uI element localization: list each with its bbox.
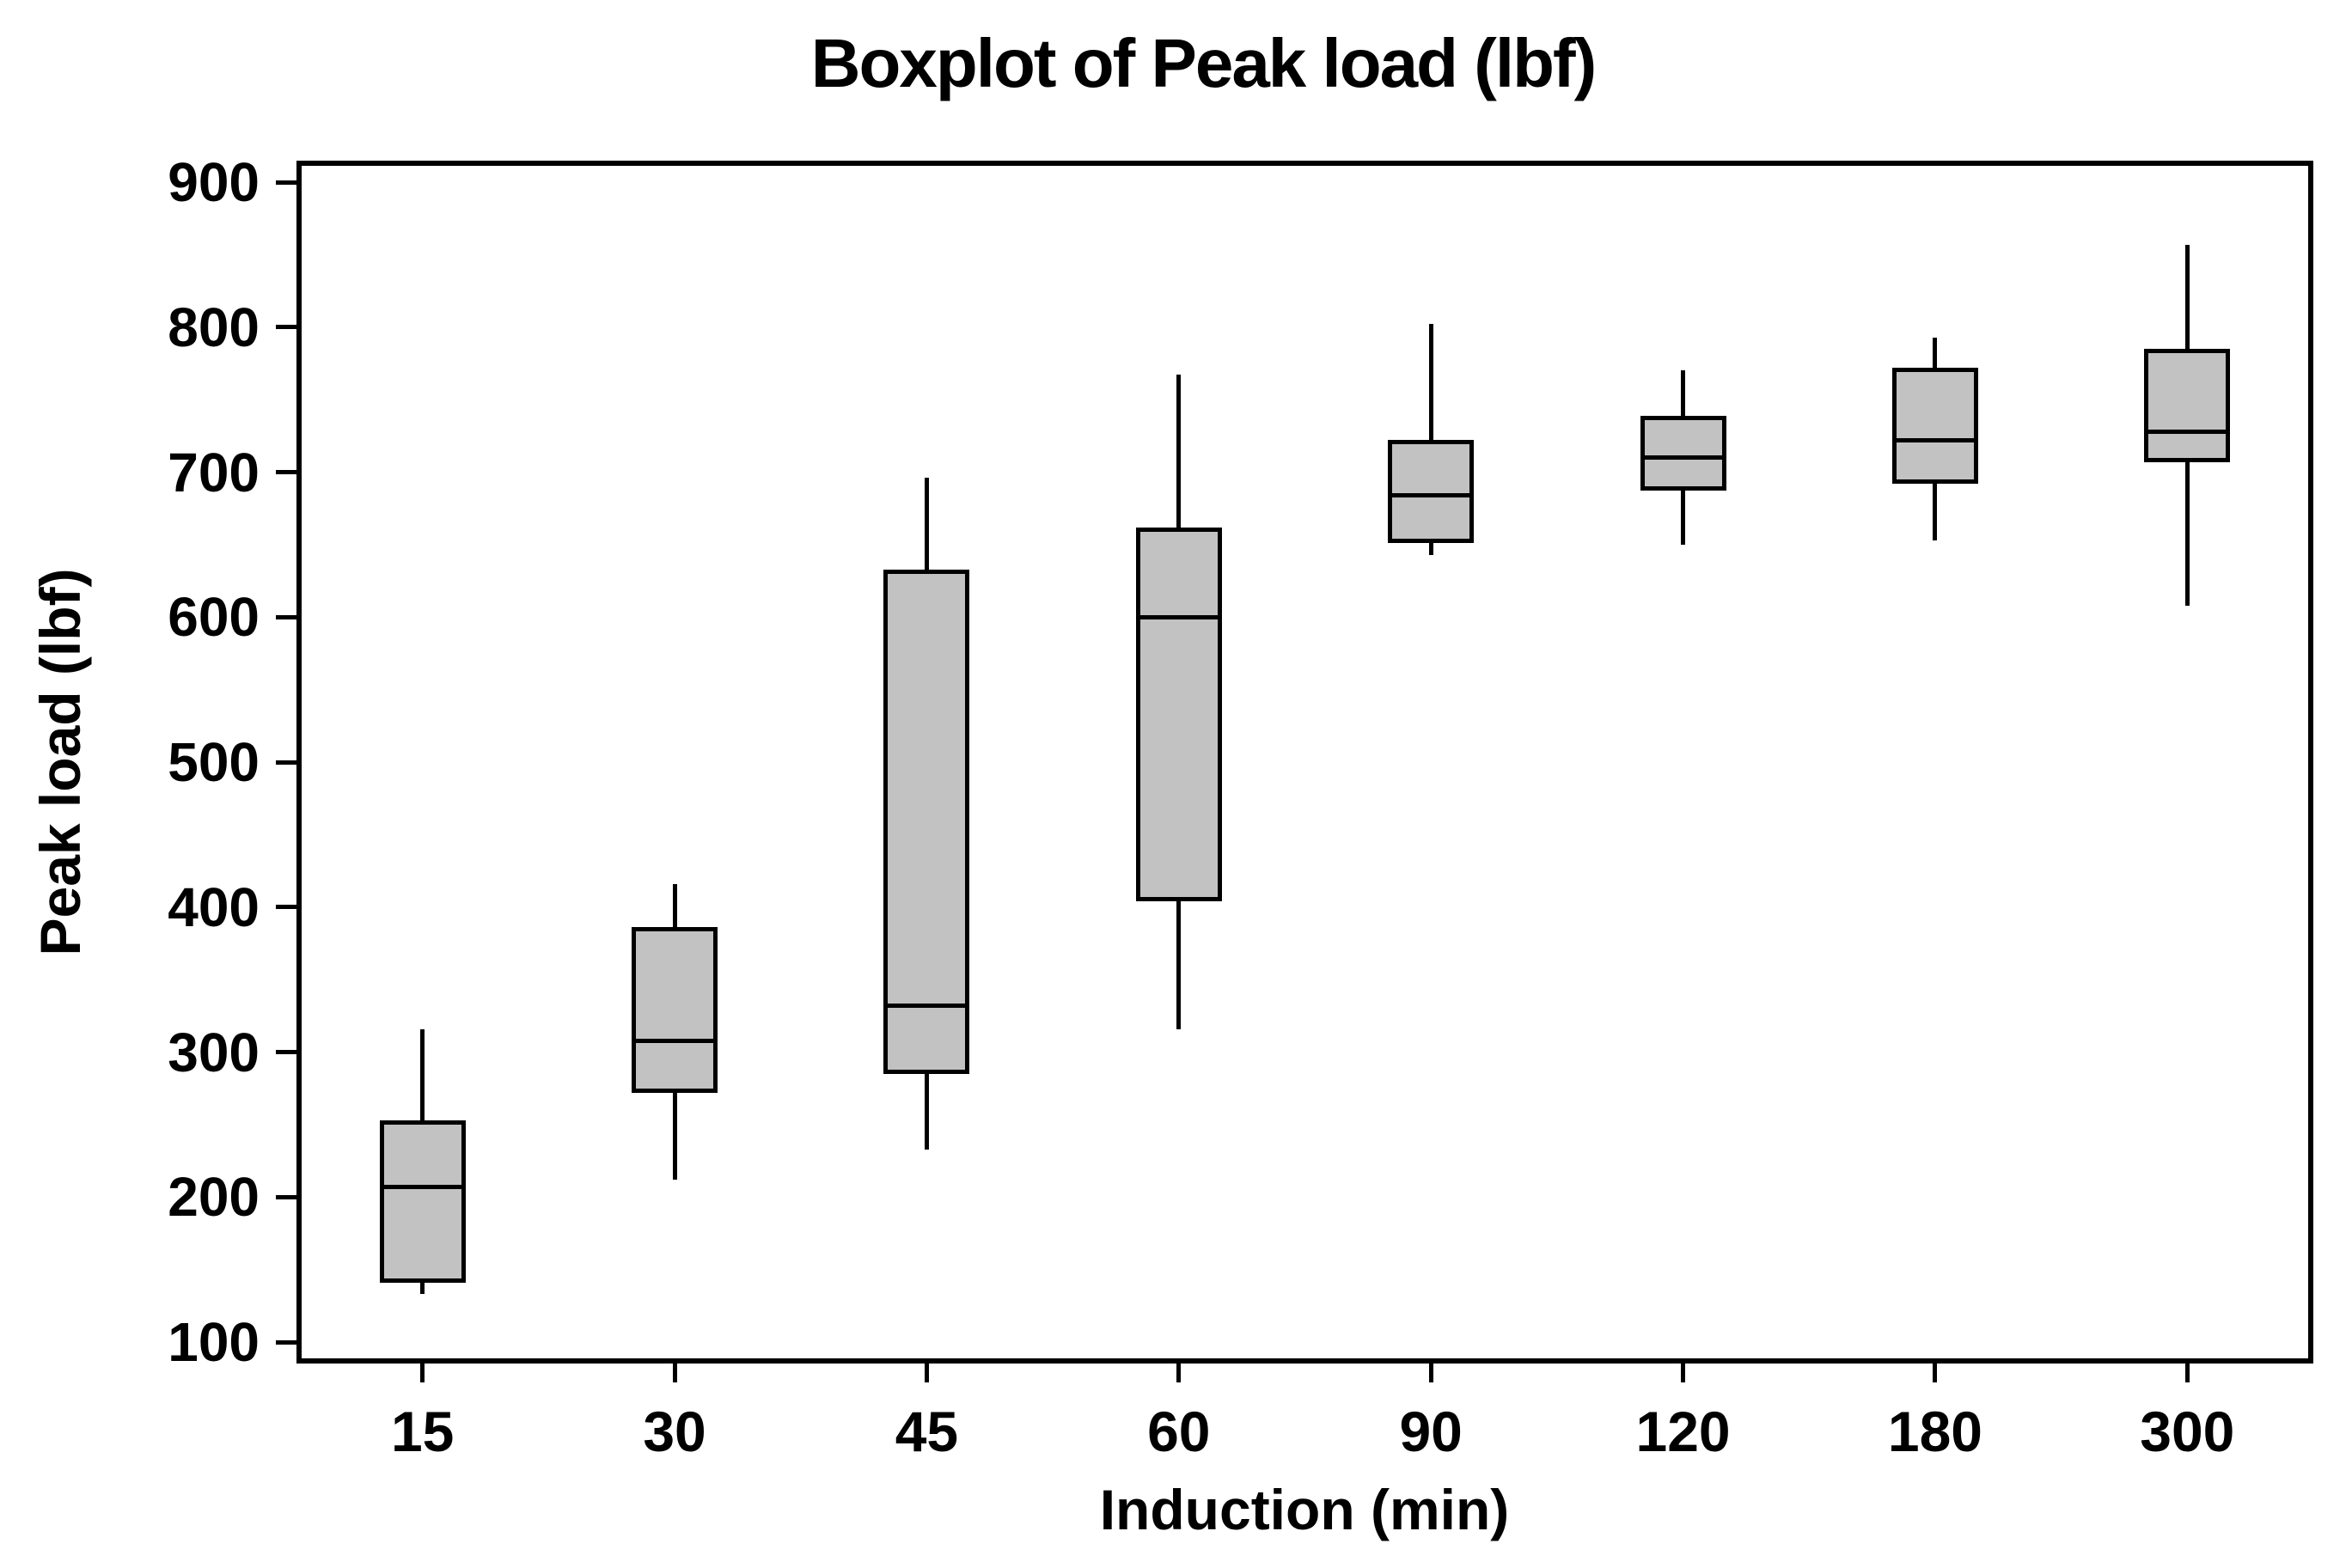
upper-whisker-60: [1176, 375, 1182, 528]
upper-whisker-15: [420, 1028, 425, 1120]
y-tick-mark: [276, 905, 296, 910]
upper-whisker-120: [1681, 370, 1686, 416]
x-tick-label: 300: [2140, 1400, 2235, 1463]
median-120: [1640, 455, 1726, 461]
upper-whisker-30: [672, 883, 677, 928]
median-180: [1891, 437, 1978, 442]
y-tick-mark: [276, 470, 296, 474]
y-tick-mark: [276, 1339, 296, 1345]
y-tick-label: 100: [168, 1311, 260, 1373]
x-tick-mark: [1176, 1364, 1182, 1382]
upper-whisker-45: [924, 478, 929, 570]
upper-whisker-300: [2184, 244, 2190, 350]
lower-whisker-60: [1176, 901, 1182, 1029]
y-tick-mark: [276, 1050, 296, 1054]
lower-whisker-30: [672, 1092, 677, 1180]
y-tick-mark: [276, 614, 296, 619]
x-tick-mark: [924, 1364, 929, 1382]
plot-frame: [296, 161, 2313, 1364]
lower-whisker-180: [1933, 484, 1938, 540]
x-tick-label: 15: [390, 1400, 455, 1463]
x-tick-label: 60: [1147, 1400, 1211, 1463]
y-tick-label: 800: [168, 296, 260, 358]
y-tick-label: 500: [168, 731, 260, 793]
lower-whisker-45: [924, 1073, 929, 1150]
box-30: [632, 927, 718, 1093]
box-120: [1640, 415, 1726, 491]
x-tick-mark: [1428, 1364, 1433, 1382]
box-45: [883, 569, 970, 1074]
box-90: [1388, 440, 1475, 544]
upper-whisker-180: [1933, 337, 1938, 368]
x-tick-label: 45: [895, 1400, 959, 1463]
y-tick-label: 300: [168, 1021, 260, 1083]
lower-whisker-90: [1428, 543, 1433, 555]
x-tick-label: 180: [1887, 1400, 1982, 1463]
y-tick-label: 400: [168, 876, 260, 938]
median-60: [1135, 614, 1222, 619]
box-300: [2144, 349, 2231, 462]
median-30: [632, 1038, 718, 1043]
box-15: [379, 1120, 466, 1283]
x-tick-mark: [1933, 1364, 1938, 1382]
x-tick-label: 120: [1635, 1400, 1731, 1463]
x-axis-title: Induction (min): [1099, 1478, 1510, 1541]
x-tick-label: 90: [1399, 1400, 1463, 1463]
x-tick-mark: [672, 1364, 677, 1382]
lower-whisker-300: [2184, 461, 2190, 606]
y-tick-mark: [276, 180, 296, 185]
median-45: [883, 1004, 970, 1008]
upper-whisker-90: [1428, 324, 1433, 441]
y-tick-mark: [276, 325, 296, 330]
chart-title: Boxplot of Peak load (lbf): [810, 25, 1597, 101]
y-tick-mark: [276, 760, 296, 765]
y-tick-mark: [276, 1194, 296, 1199]
box-60: [1135, 527, 1222, 901]
lower-whisker-15: [420, 1282, 425, 1295]
y-tick-label: 900: [168, 151, 260, 213]
x-tick-mark: [1681, 1364, 1686, 1382]
lower-whisker-120: [1681, 491, 1686, 545]
median-300: [2144, 429, 2231, 434]
y-tick-label: 600: [168, 586, 260, 649]
x-tick-label: 30: [643, 1400, 706, 1463]
x-tick-mark: [420, 1364, 425, 1382]
x-tick-mark: [2184, 1364, 2190, 1382]
y-tick-label: 700: [168, 441, 260, 503]
y-tick-label: 200: [168, 1166, 260, 1229]
median-15: [379, 1184, 466, 1189]
box-180: [1891, 368, 1978, 484]
median-90: [1388, 493, 1475, 497]
